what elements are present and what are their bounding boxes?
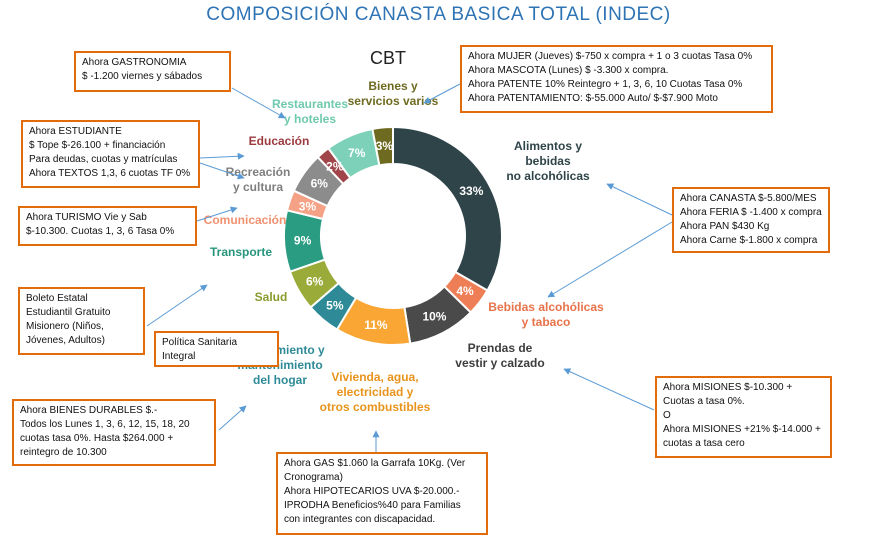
callout-boleto: Boleto Estatal Estudiantil Gratuito Misi… <box>18 287 145 355</box>
callout-estudiante: Ahora ESTUDIANTE $ Tope $-26.100 + finan… <box>21 120 200 188</box>
callout-turismo: Ahora TURISMO Vie y Sab $-10.300. Cuotas… <box>18 206 197 246</box>
category-label: Prendas de vestir y calzado <box>455 341 544 370</box>
slice-value-label: 11% <box>364 318 388 332</box>
arrow-gastronomia <box>231 87 286 119</box>
arrow-misiones <box>563 368 655 411</box>
slice-value-label: 5% <box>326 298 344 312</box>
category-label: Salud <box>255 290 288 304</box>
category-label: Alimentos y bebidas no alcohólicas <box>506 139 590 183</box>
callout-canasta: Ahora CANASTA $-5.800/MES Ahora FERIA $ … <box>672 187 830 253</box>
category-label: Vivienda, agua, electricidad y otros combu… <box>320 370 431 414</box>
callout-politica: Política Sanitaria Integral <box>154 331 279 367</box>
slice-value-label: 6% <box>306 274 324 288</box>
slice-value-label: 2% <box>326 160 344 174</box>
arrow-boleto <box>146 284 208 327</box>
arrow-turismo <box>196 206 238 222</box>
callout-arrows <box>146 83 673 452</box>
callout-gas: Ahora GAS $1.060 la Garrafa 10Kg. (Ver C… <box>276 452 488 535</box>
slice-value-label: 10% <box>422 309 446 323</box>
callout-mujer: Ahora MUJER (Jueves) $-750 x compra + 1 … <box>460 45 773 113</box>
category-label: Educación <box>249 134 310 148</box>
slice-value-label: 33% <box>459 184 483 198</box>
arrow-canasta <box>606 183 673 216</box>
donut-category-labels: Alimentos y bebidas no alcohólicas Bebidas … <box>204 79 604 414</box>
arrow-mujer <box>423 83 461 104</box>
callout-bienes-durables: Ahora BIENES DURABLES $.- Todos los Lune… <box>12 399 216 466</box>
category-label: Bebidas alcohólicas y tabaco <box>488 300 604 329</box>
donut-percent-labels: 33%4%10%11%5%6%9%3%6%2%7%3% <box>294 139 484 332</box>
slice-value-label: 3% <box>376 139 394 153</box>
page-title: COMPOSICIÓN CANASTA BASICA TOTAL (INDEC) <box>206 4 671 25</box>
category-label: Restaurantes y hoteles <box>272 97 348 126</box>
slice-1 <box>392 125 503 292</box>
arrow-bienes-durables <box>218 405 247 431</box>
category-label: Comunicación <box>204 213 287 227</box>
arrow-canasta-2 <box>547 221 673 298</box>
slice-value-label: 9% <box>294 233 312 247</box>
arrow-estudiante-2 <box>199 162 245 180</box>
arrow-estudiante <box>199 152 245 160</box>
chart-title: CBT <box>370 48 406 68</box>
donut-slices <box>283 125 503 346</box>
category-label: Bienes y servicios varios <box>348 79 439 108</box>
category-label: Transporte <box>210 245 272 259</box>
slice-value-label: 6% <box>311 177 329 191</box>
callout-gastronomia: Ahora GASTRONOMIA $ -1.200 viernes y sáb… <box>74 51 231 92</box>
slice-12 <box>371 125 394 167</box>
slice-value-label: 4% <box>456 284 474 298</box>
slice-value-label: 7% <box>348 146 366 160</box>
category-label: Recreación y cultura <box>226 165 291 194</box>
callout-misiones: Ahora MISIONES $-10.300 + Cuotas a tasa … <box>655 376 832 458</box>
slice-value-label: 3% <box>299 199 317 213</box>
